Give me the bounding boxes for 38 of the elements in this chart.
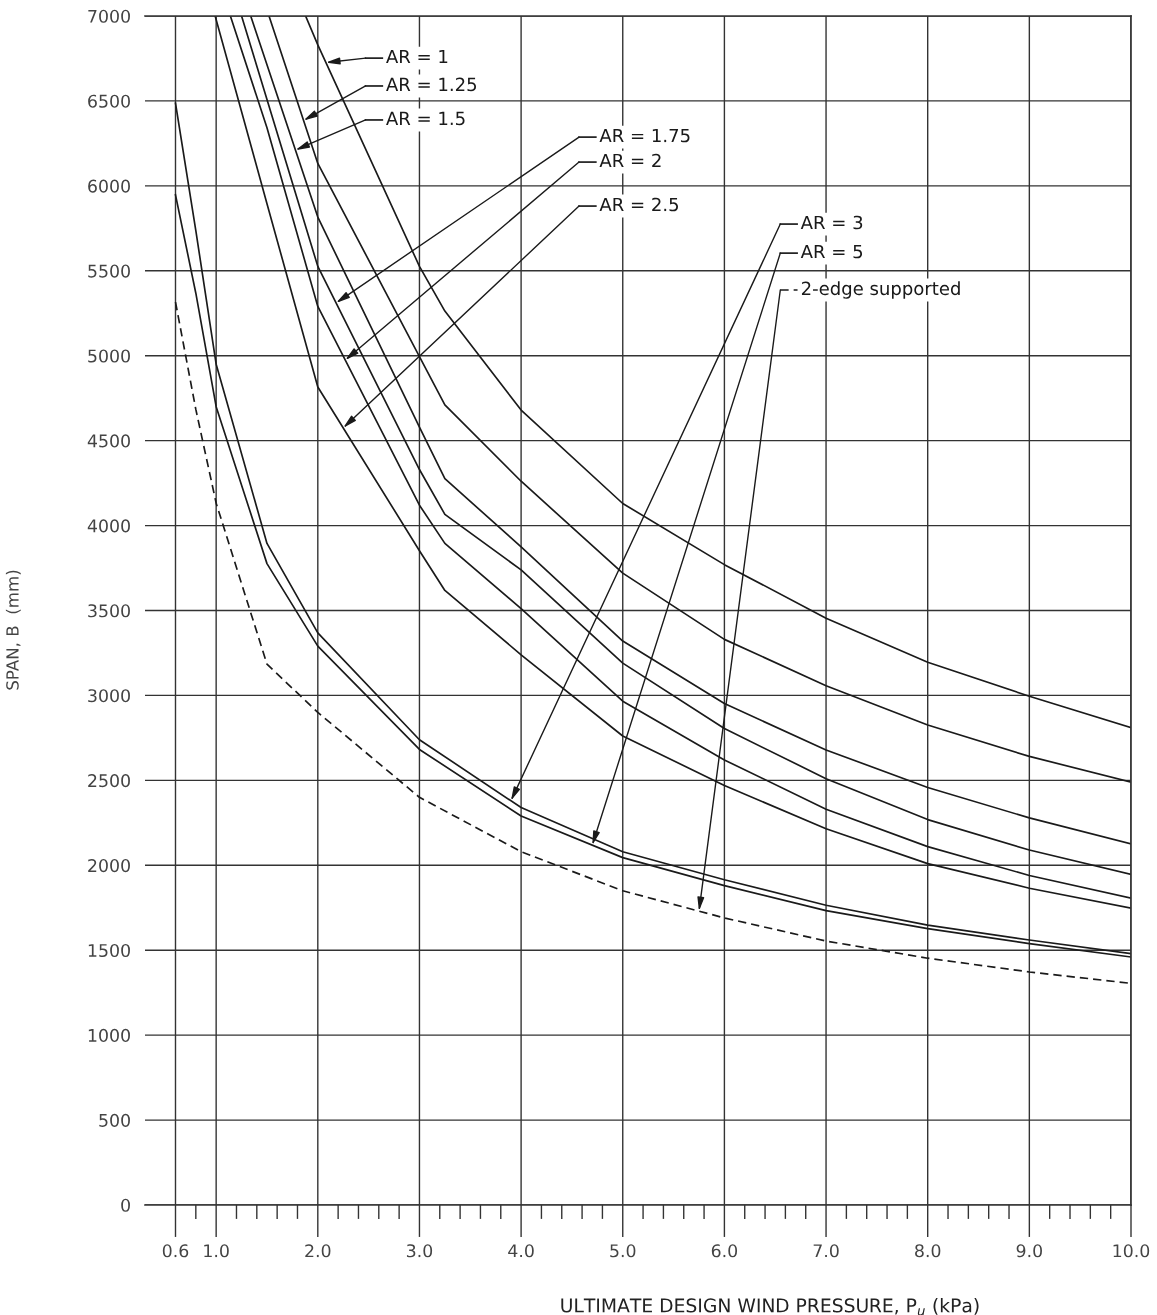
x-tick-label: 10.0 <box>1113 1244 1150 1258</box>
y-tick-label: 5000 <box>88 349 130 363</box>
legend-label: AR = 1.5 <box>386 111 465 126</box>
y-tick-label: 500 <box>99 1113 130 1127</box>
x-tick-label: 4.0 <box>508 1244 534 1258</box>
legend-label: AR = 2 <box>599 153 661 168</box>
y-tick-label: 1000 <box>88 1028 130 1042</box>
legend-label: AR = 2.5 <box>599 197 679 212</box>
y-tick-label: 5500 <box>88 264 130 278</box>
y-tick-label: 3500 <box>88 604 130 618</box>
legend-label: AR = 5 <box>800 244 863 259</box>
legend-label: 2-edge supported <box>801 281 960 299</box>
y-tick-label: 6000 <box>88 179 130 193</box>
legend-label: AR = 1.25 <box>386 77 477 92</box>
y-tick-label: 6500 <box>88 94 130 108</box>
legend-label: AR = 3 <box>800 215 863 230</box>
y-tick-label: 7000 <box>88 9 130 23</box>
x-tick-label: 2.0 <box>305 1244 331 1258</box>
legend-label: AR = 1 <box>386 49 448 64</box>
x-axis-title: ULTIMATE DESIGN WIND PRESSURE, P$_{u}$ (kPa) <box>561 1298 979 1315</box>
y-tick-label: 2500 <box>88 774 130 788</box>
x-tick-label: 0.6 <box>162 1244 189 1258</box>
x-tick-label: 8.0 <box>915 1244 941 1258</box>
x-tick-label: 5.0 <box>610 1244 636 1258</box>
y-axis-title: SPAN, B (mm) <box>5 570 21 690</box>
y-tick-label: 4000 <box>87 519 130 533</box>
y-tick-label: 2000 <box>88 859 130 873</box>
x-tick-label: 3.0 <box>406 1244 433 1258</box>
x-tick-label: 9.0 <box>1016 1244 1042 1258</box>
y-tick-label: 1500 <box>88 943 130 958</box>
x-tick-label: 7.0 <box>813 1244 839 1258</box>
y-tick-label: 4500 <box>87 434 130 448</box>
line-series <box>174 301 1131 985</box>
legend-label: AR = 1.75 <box>599 128 690 143</box>
x-tick-label: 1.0 <box>204 1244 229 1258</box>
x-tick-label: 6.0 <box>711 1244 738 1258</box>
y-tick-label: 3000 <box>88 689 130 703</box>
y-tick-label: 0 <box>121 1198 130 1212</box>
